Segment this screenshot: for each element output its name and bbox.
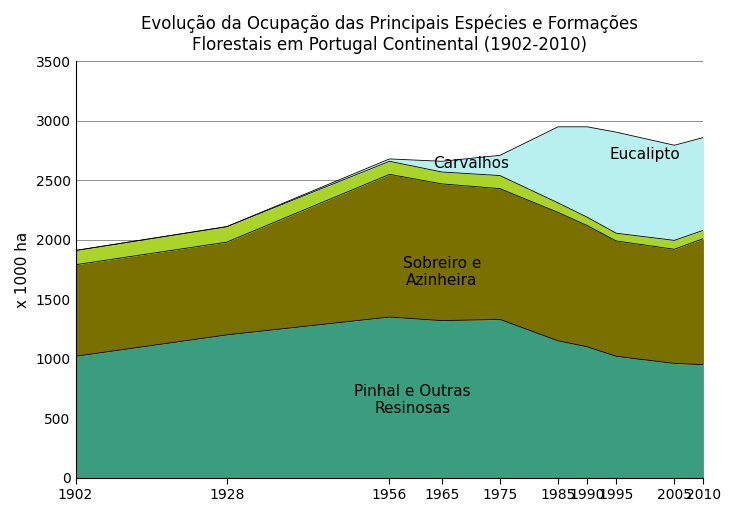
Text: Eucalipto: Eucalipto (610, 147, 681, 162)
Text: Sobreiro e
Azinheira: Sobreiro e Azinheira (403, 256, 481, 288)
Y-axis label: x 1000 ha: x 1000 ha (15, 232, 30, 308)
Title: Evolução da Ocupação das Principais Espécies e Formações
Florestais em Portugal : Evolução da Ocupação das Principais Espé… (141, 15, 638, 54)
Text: Pinhal e Outras
Resinosas: Pinhal e Outras Resinosas (355, 384, 471, 417)
Text: Carvalhos: Carvalhos (433, 156, 509, 171)
